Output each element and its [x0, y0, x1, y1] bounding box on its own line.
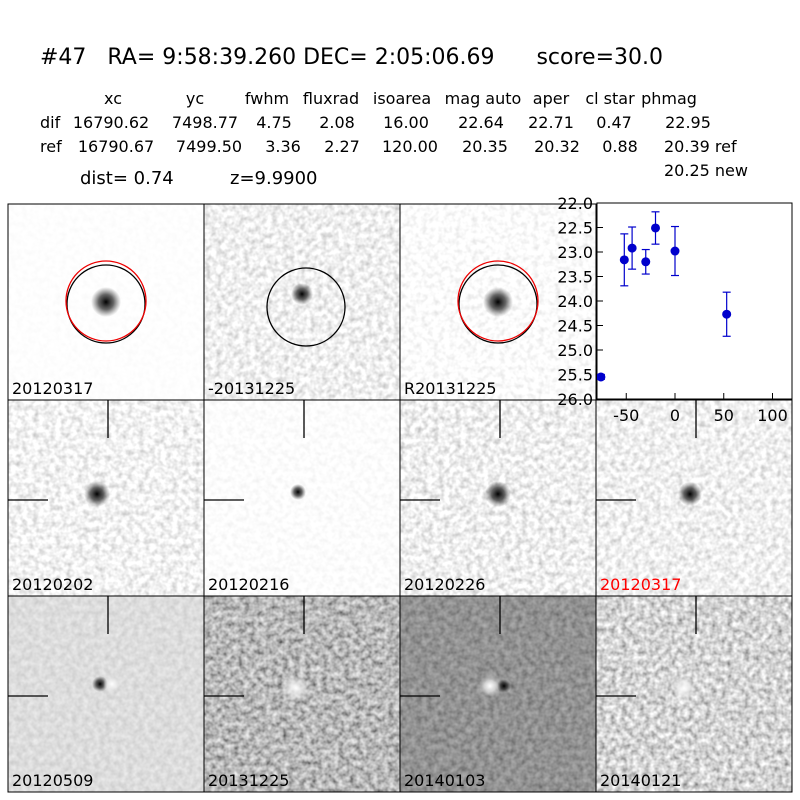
stamp-label: 20120226 [404, 575, 485, 594]
source [672, 676, 696, 700]
light-curve [597, 211, 732, 382]
y-tick-label: 26.0 [557, 390, 593, 409]
point [722, 309, 732, 319]
y-tick-label: 24.5 [557, 317, 593, 336]
source [479, 675, 501, 697]
y-tick-label: 24.0 [557, 292, 593, 311]
table-cell: 7498.77 [172, 113, 238, 132]
y-tick-label: 22.0 [557, 194, 593, 213]
y-tick-label: 22.5 [557, 219, 593, 238]
table-cell: 16790.62 [73, 113, 149, 132]
stamp-label: 20140121 [600, 771, 681, 790]
point [627, 243, 637, 253]
x-tick-label: 0 [670, 406, 680, 425]
column-header: phmag [641, 89, 697, 108]
x-tick-label: 100 [757, 406, 788, 425]
source [678, 482, 702, 506]
source [483, 287, 513, 317]
phmag-new: 20.25 new [664, 161, 748, 180]
column-header: aper [533, 89, 570, 108]
z-value: z=9.9900 [230, 168, 318, 189]
aperture-dif [457, 260, 539, 342]
point [651, 223, 660, 233]
table-cell: 3.36 [265, 137, 301, 156]
dist: dist= 0.74 [80, 168, 174, 189]
column-header: fluxrad [303, 89, 359, 108]
table-cell: 2.27 [324, 137, 360, 156]
table-cell: 22.71 [528, 113, 574, 132]
stamp-label: 20120317 [12, 379, 93, 398]
point [597, 372, 606, 382]
stamp-label: -20131225 [208, 379, 295, 398]
table-cell: 120.00 [382, 137, 438, 156]
stamp-label: 20120509 [12, 771, 93, 790]
y-tick-label: 25.5 [557, 366, 593, 385]
row-label: ref [40, 137, 62, 156]
x-tick-label: 50 [714, 406, 734, 425]
column-header: yc [186, 89, 204, 108]
table-cell: 0.88 [602, 137, 638, 156]
stamp-label: 20120216 [208, 575, 289, 594]
source [103, 675, 121, 693]
aperture-dif [65, 260, 147, 342]
row-label: dif [40, 113, 61, 132]
stamp-label: 20131225 [208, 771, 289, 790]
source [485, 481, 511, 507]
source [84, 481, 110, 507]
source [283, 675, 309, 701]
table-cell: 0.47 [596, 113, 632, 132]
source [91, 287, 121, 317]
aperture-ref [66, 264, 146, 344]
y-tick-label: 23.0 [557, 243, 593, 262]
column-header: fwhm [245, 89, 289, 108]
source [497, 679, 511, 693]
stamp: 20131225 [203, 595, 401, 793]
plot-area [596, 202, 793, 400]
table-cell: 16.00 [383, 113, 429, 132]
stamp: R20131225 [399, 203, 597, 401]
point [641, 257, 651, 267]
source [290, 484, 306, 500]
table-cell: 2.08 [319, 113, 355, 132]
stamp: -20131225 [203, 203, 401, 401]
table-cell: 4.75 [256, 113, 292, 132]
column-header: mag auto [445, 89, 522, 108]
stamp-image [400, 596, 596, 792]
stamp: 20120226 [399, 399, 597, 597]
stamp: 20120317 [7, 203, 205, 401]
stamp-label: 20120317 [600, 575, 681, 594]
table-cell: 22.64 [458, 113, 504, 132]
table-cell: 7499.50 [176, 137, 242, 156]
source [291, 283, 313, 305]
y-tick-label: 25.0 [557, 341, 593, 360]
point [670, 246, 680, 256]
table-cell: 20.32 [534, 137, 580, 156]
column-header: cl star [585, 89, 635, 108]
column-header: isoarea [373, 89, 431, 108]
table-cell: 16790.67 [78, 137, 154, 156]
point [619, 255, 629, 265]
y-tick-label: 23.5 [557, 268, 593, 287]
stamp-label: R20131225 [404, 379, 497, 398]
table-cell: 22.95 [665, 113, 711, 132]
stamp: 20120202 [7, 399, 205, 597]
stamp-label: 20140103 [404, 771, 485, 790]
stamp-image [8, 596, 204, 792]
table-cell: 20.35 [462, 137, 508, 156]
stamp: 20140121 [595, 595, 793, 793]
x-tick-label: -50 [613, 406, 639, 425]
stamp: 20120509 [7, 595, 205, 793]
column-header: xc [104, 89, 122, 108]
table-cell: 20.39 ref [664, 137, 737, 156]
aperture [266, 267, 346, 347]
stamp: 20120216 [203, 399, 401, 597]
aperture-ref [458, 264, 538, 344]
title: #47 RA= 9:58:39.260 DEC= 2:05:06.69 scor… [40, 45, 663, 70]
stamp: 20120317 [595, 399, 793, 597]
stamp: 20140103 [399, 595, 597, 793]
stamp-label: 20120202 [12, 575, 93, 594]
stamp-frame [595, 595, 793, 793]
